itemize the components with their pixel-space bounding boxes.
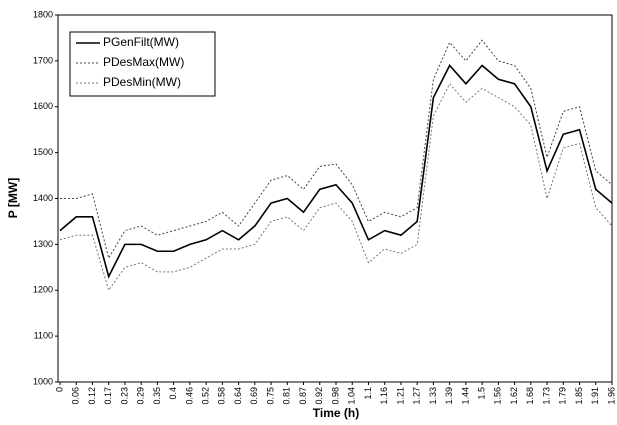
series-line xyxy=(60,39,613,260)
x-tick-label: 1.27 xyxy=(412,387,422,405)
x-tick-label: 0.46 xyxy=(184,387,194,405)
legend-label: PDesMax(MW) xyxy=(103,55,184,69)
series-line xyxy=(59,64,613,279)
x-tick-label: 1.39 xyxy=(444,387,454,405)
x-tick-label: 1.44 xyxy=(460,387,470,405)
y-tick-label: 1800 xyxy=(33,9,53,19)
legend-label: PDesMin(MW) xyxy=(103,75,181,89)
x-tick-label: 0.4 xyxy=(168,387,178,400)
x-tick-label: 1.21 xyxy=(395,387,405,405)
x-tick-label: 0.81 xyxy=(282,387,292,405)
x-tick-label: 1.96 xyxy=(606,387,616,405)
x-tick-label: 1.04 xyxy=(347,387,357,405)
y-tick-label: 1100 xyxy=(34,331,53,341)
legend-label: PGenFilt(MW) xyxy=(103,35,179,49)
x-tick-label: 0.12 xyxy=(87,387,97,405)
x-tick-label: 0.29 xyxy=(136,387,146,405)
y-tick-label: 1000 xyxy=(33,376,53,386)
x-axis-title: Time (h) xyxy=(313,406,359,420)
x-tick-label: 0.64 xyxy=(233,387,243,405)
x-tick-label: 0.92 xyxy=(314,387,324,405)
y-tick-label: 1600 xyxy=(33,101,53,111)
x-tick-label: 0.17 xyxy=(103,387,113,405)
x-tick-label: 1.62 xyxy=(509,387,519,405)
x-tick-label: 1.85 xyxy=(574,387,584,405)
x-tick-label: 0.35 xyxy=(152,387,162,405)
x-tick-label: 0.87 xyxy=(298,387,308,405)
x-tick-label: 0.06 xyxy=(71,387,81,405)
x-tick-label: 1.16 xyxy=(379,387,389,405)
x-tick-label: 0.58 xyxy=(217,387,227,405)
x-tick-label: 1.1 xyxy=(363,387,373,400)
x-tick-label: 1.73 xyxy=(541,387,551,405)
x-tick-label: 0.69 xyxy=(249,387,259,405)
y-tick-label: 1500 xyxy=(33,147,53,157)
x-tick-label: 0.75 xyxy=(265,387,275,405)
x-tick-label: 0 xyxy=(54,387,64,392)
x-tick-label: 1.33 xyxy=(428,387,438,405)
x-tick-label: 0.98 xyxy=(330,387,340,405)
y-tick-label: 1700 xyxy=(33,55,53,65)
x-tick-label: 1.5 xyxy=(476,387,486,400)
x-tick-label: 1.91 xyxy=(590,387,600,405)
x-tick-label: 1.68 xyxy=(525,387,535,405)
x-tick-label: 1.79 xyxy=(558,387,568,405)
y-tick-label: 1400 xyxy=(33,193,53,203)
x-tick-label: 1.56 xyxy=(493,387,503,405)
x-tick-label: 0.23 xyxy=(119,387,129,405)
x-tick-label: 0.52 xyxy=(200,387,210,405)
y-tick-label: 1300 xyxy=(33,239,53,249)
y-axis-title: P [MW] xyxy=(6,178,20,218)
y-tick-label: 1200 xyxy=(33,285,53,295)
series-line xyxy=(59,82,613,292)
